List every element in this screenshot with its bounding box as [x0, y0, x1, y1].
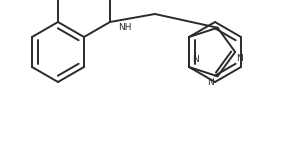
- Text: N: N: [207, 78, 213, 87]
- Text: N: N: [192, 55, 199, 64]
- Text: NH: NH: [118, 24, 131, 32]
- Text: N: N: [236, 54, 243, 63]
